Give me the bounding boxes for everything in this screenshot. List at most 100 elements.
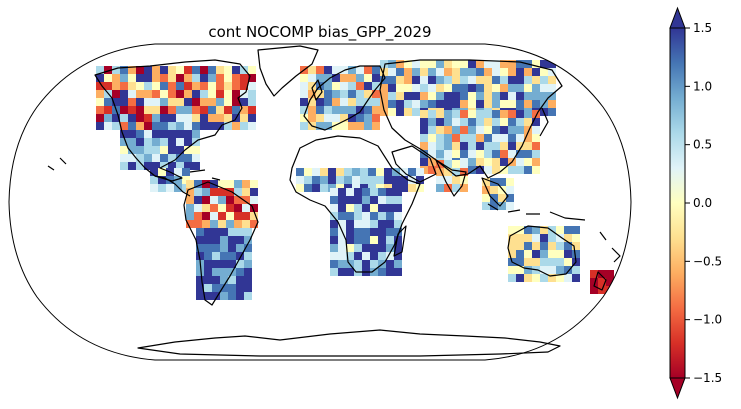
- grid-cell: [186, 196, 194, 204]
- grid-cell: [144, 154, 152, 162]
- grid-cell: [492, 150, 500, 158]
- grid-cell: [524, 242, 532, 250]
- grid-cell: [316, 66, 324, 74]
- grid-cell: [236, 244, 244, 252]
- grid-cell: [540, 266, 548, 274]
- grid-cell: [240, 74, 248, 82]
- grid-cell: [176, 146, 184, 154]
- grid-cell: [232, 98, 240, 106]
- grid-cell: [150, 168, 158, 176]
- grid-cell: [184, 130, 192, 138]
- grid-cell: [564, 234, 572, 242]
- grid-cell: [224, 90, 232, 98]
- grid-cell: [232, 82, 240, 90]
- grid-cell: [532, 150, 540, 158]
- grid-cell: [120, 146, 128, 154]
- grid-cell: [408, 184, 416, 192]
- grid-cell: [476, 142, 484, 150]
- grid-cell: [468, 118, 476, 126]
- grid-cell: [216, 114, 224, 122]
- grid-cell: [524, 250, 532, 258]
- grid-cell: [598, 278, 606, 286]
- colorbar-ticks: 1.5 1.0 0.5 0.0 −0.5 −1.0 −1.5: [685, 21, 722, 385]
- grid-cell: [228, 252, 236, 260]
- grid-cell: [484, 100, 492, 108]
- grid-cell: [332, 66, 340, 74]
- grid-cell: [482, 178, 490, 186]
- grid-cell: [484, 126, 492, 134]
- grid-cell: [312, 184, 320, 192]
- grid-cell: [158, 176, 166, 184]
- grid-cell: [296, 168, 304, 176]
- grid-cell: [506, 202, 514, 210]
- grid-cell: [160, 130, 168, 138]
- grid-cell: [192, 74, 200, 82]
- grid-cell: [392, 176, 400, 184]
- grid-cell: [452, 134, 460, 142]
- grid-cell: [556, 266, 564, 274]
- grid-cell: [420, 92, 428, 100]
- grid-cell: [484, 158, 492, 166]
- grid-cell: [354, 212, 362, 220]
- grid-cell: [96, 82, 104, 90]
- grid-cell: [548, 226, 556, 234]
- grid-cell: [484, 118, 492, 126]
- grid-cell: [516, 142, 524, 150]
- grid-cell: [476, 76, 484, 84]
- grid-cell: [476, 110, 484, 118]
- grid-cell: [150, 176, 158, 184]
- grid-cell: [548, 266, 556, 274]
- grid-cell: [444, 100, 452, 108]
- grid-cell: [508, 92, 516, 100]
- grid-cell: [524, 126, 532, 134]
- grid-cell: [484, 76, 492, 84]
- grid-cell: [516, 266, 524, 274]
- grid-cell: [196, 252, 204, 260]
- grid-cell: [330, 228, 338, 236]
- grid-cell: [524, 68, 532, 76]
- grid-cell: [386, 196, 394, 204]
- grid-cell: [336, 168, 344, 176]
- grid-cell: [240, 106, 248, 114]
- grid-cell: [468, 150, 476, 158]
- grid-cell: [354, 228, 362, 236]
- grid-cell: [386, 188, 394, 196]
- grid-cell: [386, 268, 394, 276]
- grid-cell: [192, 162, 200, 170]
- grid-cell: [96, 106, 104, 114]
- grid-cell: [228, 284, 236, 292]
- grid-cell: [468, 92, 476, 100]
- grid-cell: [194, 180, 202, 188]
- grid-cell: [308, 74, 316, 82]
- grid-cell: [186, 212, 194, 220]
- grid-cell: [492, 100, 500, 108]
- grid-cell: [226, 212, 234, 220]
- grid-cell: [128, 162, 136, 170]
- grid-cell: [344, 168, 352, 176]
- grid-cell: [212, 268, 220, 276]
- grid-cell: [330, 204, 338, 212]
- grid-cell: [524, 92, 532, 100]
- grid-cell: [152, 146, 160, 154]
- grid-cell: [492, 142, 500, 150]
- grid-cell: [606, 270, 614, 278]
- grid-cell: [186, 220, 194, 228]
- grid-cell: [194, 220, 202, 228]
- grid-cell: [128, 74, 136, 82]
- grid-cell: [330, 188, 338, 196]
- grid-cell: [370, 260, 378, 268]
- grid-cell: [532, 226, 540, 234]
- grid-cell: [320, 184, 328, 192]
- grid-cell: [364, 122, 372, 130]
- grid-cell: [120, 138, 128, 146]
- grid-cell: [120, 122, 128, 130]
- grid-cell: [202, 220, 210, 228]
- grid-cell: [248, 98, 256, 106]
- grid-cell: [476, 150, 484, 158]
- grid-cell: [160, 66, 168, 74]
- grid-cell: [508, 266, 516, 274]
- grid-cell: [236, 276, 244, 284]
- grid-cell: [516, 242, 524, 250]
- grid-cell: [364, 114, 372, 122]
- grid-cell: [348, 66, 356, 74]
